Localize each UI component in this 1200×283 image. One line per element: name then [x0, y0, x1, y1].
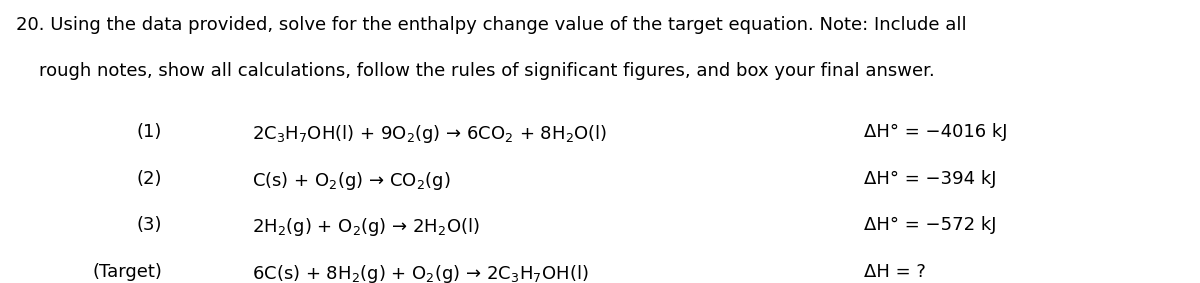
Text: (2): (2) — [137, 170, 162, 188]
Text: (Target): (Target) — [92, 263, 162, 281]
Text: 2C$_3$H$_7$OH(l) + 9O$_2$(g) → 6CO$_2$ + 8H$_2$O(l): 2C$_3$H$_7$OH(l) + 9O$_2$(g) → 6CO$_2$ +… — [252, 123, 607, 145]
Text: 2H$_2$(g) + O$_2$(g) → 2H$_2$O(l): 2H$_2$(g) + O$_2$(g) → 2H$_2$O(l) — [252, 216, 480, 239]
Text: (3): (3) — [137, 216, 162, 235]
Text: C(s) + O$_2$(g) → CO$_2$(g): C(s) + O$_2$(g) → CO$_2$(g) — [252, 170, 451, 192]
Text: ΔH° = −572 kJ: ΔH° = −572 kJ — [864, 216, 996, 235]
Text: (1): (1) — [137, 123, 162, 141]
Text: 6C(s) + 8H$_2$(g) + O$_2$(g) → 2C$_3$H$_7$OH(l): 6C(s) + 8H$_2$(g) + O$_2$(g) → 2C$_3$H$_… — [252, 263, 589, 283]
Text: ΔH = ?: ΔH = ? — [864, 263, 926, 281]
Text: 20. Using the data provided, solve for the enthalpy change value of the target e: 20. Using the data provided, solve for t… — [16, 16, 966, 34]
Text: ΔH° = −394 kJ: ΔH° = −394 kJ — [864, 170, 996, 188]
Text: ΔH° = −4016 kJ: ΔH° = −4016 kJ — [864, 123, 1008, 141]
Text: rough notes, show all calculations, follow the rules of significant figures, and: rough notes, show all calculations, foll… — [16, 62, 935, 80]
